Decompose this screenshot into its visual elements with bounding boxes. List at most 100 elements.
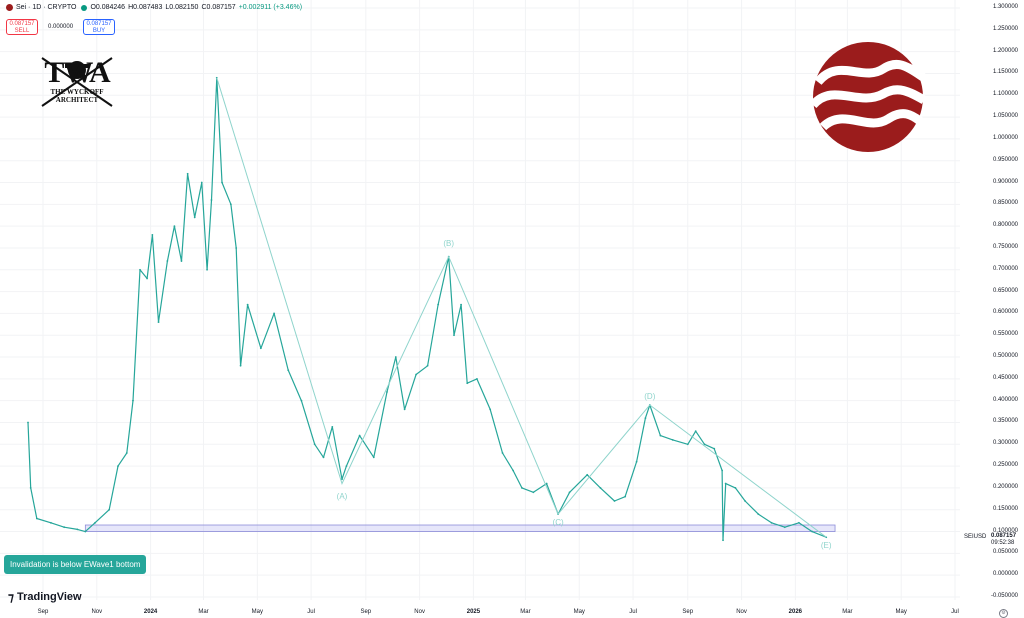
support-zone bbox=[84, 524, 836, 532]
y-tick-label: 1.250000 bbox=[992, 25, 1018, 32]
symbol-title[interactable]: Sei · 1D · CRYPTO bbox=[16, 4, 77, 11]
spread-value: 0.000000 bbox=[48, 24, 74, 30]
sell-button[interactable]: 0.087157 SELL bbox=[6, 19, 38, 35]
price-point bbox=[460, 303, 462, 306]
y-tick-label: 1.300000 bbox=[992, 4, 1018, 10]
price-point bbox=[173, 225, 176, 228]
tradingview-logo[interactable]: ⁊ TradingView bbox=[8, 590, 82, 604]
x-tick-label: 2024 bbox=[143, 609, 158, 615]
y-tick-label: 0.000000 bbox=[992, 571, 1018, 578]
price-point bbox=[341, 478, 343, 481]
price-point bbox=[287, 369, 290, 372]
tradingview-wordmark: TradingView bbox=[16, 591, 82, 603]
price-point bbox=[200, 181, 203, 184]
price-point bbox=[757, 513, 760, 516]
price-point bbox=[193, 216, 196, 219]
price-point bbox=[372, 456, 375, 459]
price-tag-symbol: SEIUSD bbox=[964, 534, 987, 540]
price-point bbox=[94, 521, 96, 524]
y-tick-label: 0.550000 bbox=[992, 331, 1018, 338]
y-tick-label: 0.650000 bbox=[992, 287, 1018, 294]
price-point bbox=[512, 469, 515, 472]
buy-button[interactable]: 0.087157 BUY bbox=[83, 19, 115, 35]
price-point bbox=[146, 277, 148, 280]
y-tick-label: 1.000000 bbox=[992, 134, 1018, 141]
price-point bbox=[713, 447, 716, 450]
price-point bbox=[394, 356, 397, 358]
price-point bbox=[403, 408, 406, 411]
wave-label: (C) bbox=[552, 518, 564, 528]
price-point bbox=[117, 465, 119, 468]
x-tick-label: Nov bbox=[736, 609, 747, 615]
wave-label: (E) bbox=[820, 541, 832, 551]
settings-gear-icon[interactable]: ⚙ bbox=[999, 609, 1008, 618]
price-point bbox=[151, 233, 154, 236]
price-point bbox=[599, 487, 602, 489]
x-tick-label: Mar bbox=[842, 609, 853, 615]
y-tick-label: 0.850000 bbox=[992, 200, 1018, 207]
y-tick-label: 1.200000 bbox=[992, 47, 1018, 54]
price-point bbox=[734, 487, 737, 489]
y-tick-label: 0.350000 bbox=[992, 418, 1018, 425]
price-point bbox=[644, 417, 647, 420]
price-point bbox=[426, 364, 429, 367]
ohlc-change: +0.002911 (+3.46%) bbox=[238, 4, 303, 11]
sei-logo-wave-1 bbox=[814, 60, 926, 86]
price-point bbox=[721, 469, 724, 472]
wave-label: (D) bbox=[644, 392, 656, 402]
y-tick-label: 0.800000 bbox=[992, 222, 1018, 229]
sei-logo bbox=[809, 42, 927, 152]
price-point bbox=[259, 347, 262, 350]
y-tick-label: 0.600000 bbox=[992, 309, 1018, 316]
y-tick-label: -0.050000 bbox=[990, 593, 1018, 599]
price-point bbox=[770, 521, 773, 524]
price-point bbox=[273, 312, 275, 315]
price-point bbox=[437, 303, 440, 306]
y-tick-label: 0.200000 bbox=[992, 483, 1018, 490]
price-point bbox=[221, 181, 223, 184]
x-tick-label: Mar bbox=[520, 609, 531, 615]
price-point bbox=[180, 260, 183, 262]
price-point bbox=[157, 321, 160, 324]
y-tick-label: 0.750000 bbox=[992, 243, 1018, 250]
price-point bbox=[811, 530, 814, 533]
tradingview-mark-icon: ⁊ bbox=[8, 590, 14, 604]
price-point bbox=[210, 199, 213, 201]
price-point bbox=[797, 521, 800, 524]
buy-price: 0.087157 bbox=[86, 21, 112, 27]
sell-price: 0.087157 bbox=[9, 21, 35, 27]
invalidation-callout[interactable]: Invalidation is below EWave1 bottom bbox=[4, 555, 147, 574]
price-point bbox=[501, 452, 504, 454]
x-tick-label: Sep bbox=[682, 609, 694, 615]
x-tick-label: 2025 bbox=[466, 609, 481, 615]
price-point bbox=[613, 500, 616, 502]
price-point bbox=[139, 268, 141, 271]
price-point bbox=[206, 268, 208, 271]
sei-logo-wave-3 bbox=[819, 109, 923, 131]
price-point bbox=[624, 495, 627, 498]
price-point bbox=[722, 539, 724, 542]
price-series-layer bbox=[27, 76, 828, 542]
x-tick-label: Jul bbox=[951, 609, 959, 615]
ohlc-low: L0.082150 bbox=[165, 4, 199, 11]
price-point bbox=[703, 443, 706, 446]
price-point bbox=[586, 473, 589, 476]
price-point bbox=[783, 526, 786, 529]
price-point bbox=[322, 456, 325, 459]
twa-swords-icon bbox=[41, 57, 113, 107]
twa-logo: TWA THE WYCKOFF ARCHITECT bbox=[34, 58, 120, 105]
x-tick-label: Nov bbox=[91, 609, 103, 615]
price-point bbox=[125, 452, 128, 454]
sell-label: SELL bbox=[14, 28, 30, 34]
price-series-line bbox=[27, 77, 827, 541]
price-point bbox=[489, 408, 492, 411]
wave-line bbox=[216, 77, 827, 538]
price-point bbox=[476, 377, 478, 380]
x-tick-label: Nov bbox=[414, 609, 425, 615]
y-tick-label: 0.450000 bbox=[992, 374, 1018, 381]
sei-coin-icon bbox=[6, 4, 13, 11]
buy-label: BUY bbox=[92, 28, 106, 34]
market-status-icon bbox=[81, 4, 88, 11]
price-point bbox=[568, 491, 571, 494]
